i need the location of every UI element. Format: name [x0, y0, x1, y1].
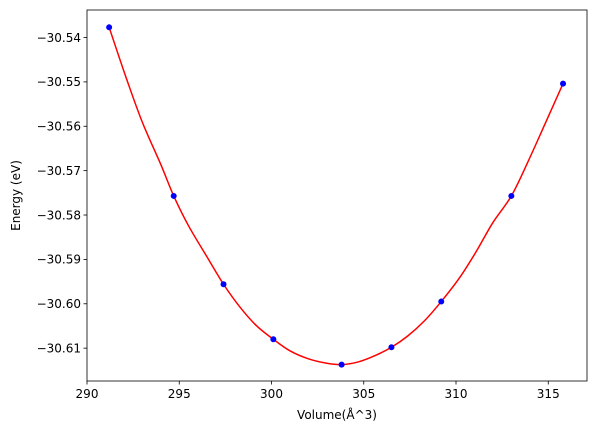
data-point: [220, 281, 227, 288]
x-tick-label: 310: [445, 387, 468, 401]
x-tick-label: 290: [76, 387, 99, 401]
y-tick-label: −30.59: [37, 253, 81, 267]
y-tick-label: −30.54: [37, 31, 81, 45]
data-point: [388, 344, 395, 351]
data-point: [170, 192, 177, 199]
y-tick-label: −30.57: [37, 164, 81, 178]
data-point: [338, 361, 345, 368]
data-point: [508, 192, 515, 199]
y-tick-label: −30.61: [37, 341, 81, 355]
y-tick-label: −30.58: [37, 208, 81, 222]
y-axis-label: Energy (eV): [9, 160, 23, 231]
data-point: [438, 298, 445, 305]
x-tick-label: 300: [260, 387, 283, 401]
y-tick-label: −30.56: [37, 120, 81, 134]
data-point: [560, 80, 567, 87]
y-tick-label: −30.55: [37, 75, 81, 89]
fit-curve-line: [108, 27, 564, 366]
plot-area: [106, 24, 567, 368]
axes: 290 295 300 305 310 315 −30.54 −30.55 −30.56 −30.…: [37, 9, 588, 401]
plot-frame: [86, 9, 588, 382]
x-tick-label: 305: [352, 387, 375, 401]
x-tick-label: 295: [168, 387, 191, 401]
x-tick-label: 315: [537, 387, 560, 401]
x-axis-label: Volume(Å^3): [297, 407, 377, 422]
data-point: [106, 24, 113, 31]
data-point: [270, 336, 277, 343]
y-tick-label: −30.60: [37, 297, 81, 311]
